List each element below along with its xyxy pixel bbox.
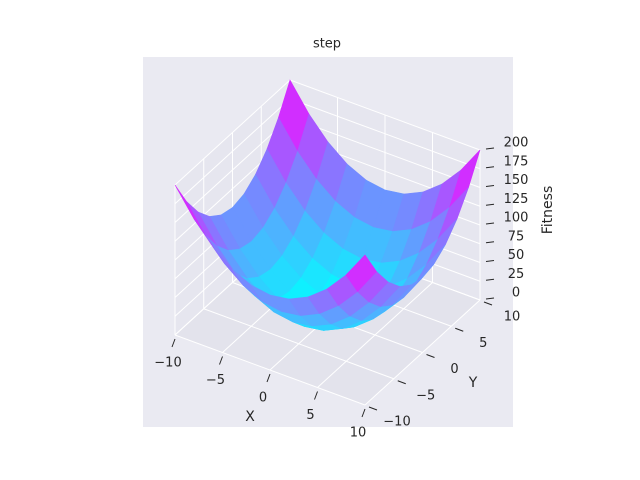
x-tick-label: −5 xyxy=(206,373,225,388)
y-tick-label: 10 xyxy=(504,310,521,325)
chart-title: step xyxy=(313,37,341,52)
y-tick-label: −10 xyxy=(383,415,410,430)
grid-line xyxy=(289,98,481,170)
y-tick xyxy=(483,301,493,306)
x-tick xyxy=(171,338,176,348)
z-tick xyxy=(485,166,495,169)
z-tick-label: 25 xyxy=(508,267,525,282)
y-axis-label: Y xyxy=(468,375,478,391)
y-tick xyxy=(397,380,406,385)
z-axis-label: Fitness xyxy=(540,186,556,235)
y-tick-label: −5 xyxy=(416,388,435,403)
grid-line xyxy=(174,117,291,223)
z-tick xyxy=(485,203,495,206)
x-tick-label: 10 xyxy=(350,426,367,441)
x-tick xyxy=(314,391,318,400)
x-tick-label: 5 xyxy=(306,408,314,423)
x-tick xyxy=(266,373,271,383)
grid-line xyxy=(289,79,481,151)
z-tick xyxy=(485,222,495,225)
z-tick-label: 175 xyxy=(504,154,529,169)
y-tick xyxy=(455,327,464,332)
y-tick-label: 5 xyxy=(479,336,487,351)
x-tick-label: −10 xyxy=(154,356,181,371)
z-tick-label: 50 xyxy=(508,248,525,263)
x-tick-label: 0 xyxy=(259,391,267,406)
grid-line xyxy=(174,98,291,205)
grid-line xyxy=(289,117,481,188)
y-tick-label: 0 xyxy=(450,362,458,377)
z-tick xyxy=(485,185,495,187)
grid-line xyxy=(174,334,366,406)
surface-patch xyxy=(345,254,377,292)
z-tick xyxy=(485,241,495,244)
z-tick xyxy=(485,297,495,300)
z-tick-label: 100 xyxy=(504,211,529,226)
y-tick xyxy=(368,406,378,411)
z-tick xyxy=(485,147,495,150)
grid-line xyxy=(203,308,394,380)
z-tick xyxy=(485,260,495,262)
y-tick xyxy=(426,354,435,358)
x-axis-label: X xyxy=(245,409,255,425)
z-tick-label: 75 xyxy=(508,229,525,244)
x-tick xyxy=(219,356,223,365)
z-tick-label: 200 xyxy=(504,136,529,151)
z-tick xyxy=(485,278,495,281)
z-tick-label: 125 xyxy=(504,192,529,207)
z-tick-label: 150 xyxy=(504,173,529,188)
grid-line xyxy=(174,79,291,186)
x-tick xyxy=(361,408,366,418)
z-tick-label: 0 xyxy=(512,286,520,301)
